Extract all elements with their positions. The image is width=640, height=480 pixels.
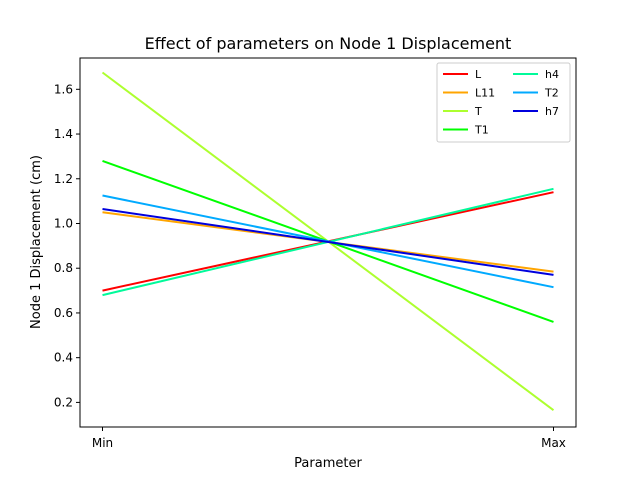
plot-area [101, 71, 555, 412]
legend-label: T1 [474, 124, 489, 137]
y-tick-label: 0.4 [54, 351, 73, 365]
y-axis-label: Node 1 Displacement (cm) [29, 155, 44, 329]
x-axis: Min Max [92, 427, 566, 450]
y-tick-label: 1.0 [54, 216, 73, 230]
y-axis: 0.2 0.4 0.6 0.8 1.0 1.2 1.4 1.6 [54, 82, 80, 409]
y-tick-label: 0.8 [54, 261, 73, 275]
legend-label: T2 [544, 87, 559, 100]
y-tick-label: 0.2 [54, 395, 73, 409]
x-axis-label: Parameter [294, 456, 362, 471]
x-tick-label: Min [92, 436, 113, 450]
y-tick-label: 1.2 [54, 172, 73, 186]
y-tick-label: 1.4 [54, 127, 73, 141]
legend-label: T [474, 105, 482, 118]
x-tick-label: Max [541, 436, 566, 450]
legend-label: L11 [475, 87, 495, 100]
legend: L L11 T T1 h4 T2 h7 [436, 62, 571, 143]
legend-box [436, 62, 571, 143]
legend-label: L [475, 68, 482, 81]
y-tick-label: 1.6 [54, 82, 73, 96]
legend-label: h4 [545, 68, 559, 81]
y-tick-label: 0.6 [54, 306, 73, 320]
series-line-h7 [102, 208, 554, 276]
chart-title: Effect of parameters on Node 1 Displacem… [145, 34, 512, 53]
legend-label: h7 [545, 105, 559, 118]
plot-frame [79, 57, 577, 428]
